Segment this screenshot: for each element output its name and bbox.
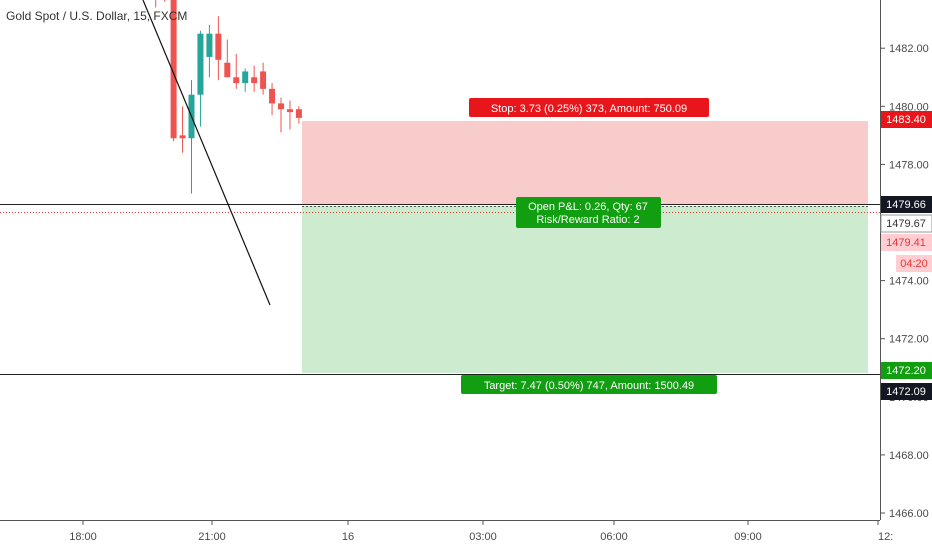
- target-label[interactable]: Target: 7.47 (0.50%) 747, Amount: 1500.4…: [461, 375, 717, 394]
- stop-price-tag: 1483.40: [881, 111, 932, 128]
- svg-text:1472.20: 1472.20: [886, 365, 926, 377]
- candle-body: [215, 33, 222, 60]
- y-tick-label: 1468.00: [889, 450, 929, 462]
- candle-body: [260, 71, 267, 89]
- pnl-label[interactable]: Open P&L: 0.26, Qty: 67 Risk/Reward Rati…: [516, 197, 661, 228]
- y-tick-label: 1472.00: [889, 334, 929, 346]
- svg-text:1483.40: 1483.40: [886, 114, 926, 126]
- lower-line-price-tag: 1472.09: [881, 383, 932, 400]
- candle-body: [233, 77, 240, 84]
- svg-text:1479.66: 1479.66: [886, 199, 926, 211]
- symbol-title: Gold Spot / U.S. Dollar, 15, FXCM: [6, 9, 187, 23]
- time-axis[interactable]: 18:00 21:00 16 03:00 06:00 09:00 12:: [0, 520, 893, 543]
- y-tick-label: 1466.00: [889, 508, 929, 520]
- svg-text:1479.41: 1479.41: [886, 237, 926, 249]
- svg-text:1472.09: 1472.09: [886, 386, 926, 398]
- candle-body: [269, 88, 276, 104]
- stop-label-text: Stop: 3.73 (0.25%) 373, Amount: 750.09: [491, 103, 687, 115]
- y-tick-labels: 1466.001468.001470.001472.001474.001476.…: [880, 43, 929, 520]
- horizontal-lines: [0, 204, 880, 375]
- candle-body: [251, 77, 258, 84]
- trend-line[interactable]: [142, 0, 271, 306]
- candle[interactable]: [251, 65, 258, 92]
- svg-text:1479.67: 1479.67: [886, 218, 926, 230]
- candle[interactable]: [197, 30, 204, 127]
- x-tick-labels: 18:00 21:00 16 03:00 06:00 09:00 12:: [69, 520, 893, 543]
- candle-body: [170, 0, 177, 139]
- svg-text:04:20: 04:20: [900, 258, 928, 270]
- candle-body: [295, 109, 302, 118]
- x-tick-label: 09:00: [734, 531, 762, 543]
- target-label-text: Target: 7.47 (0.50%) 747, Amount: 1500.4…: [484, 380, 694, 392]
- candle[interactable]: [278, 97, 284, 133]
- x-tick-label: 06:00: [600, 531, 628, 543]
- candle[interactable]: [224, 39, 231, 78]
- candle[interactable]: [242, 68, 249, 92]
- y-tick-label: 1480.00: [889, 101, 929, 113]
- last-price-tag: 1479.41: [881, 234, 932, 251]
- candle-body: [206, 33, 213, 57]
- x-tick-label: 21:00: [198, 531, 226, 543]
- stop-loss-zone[interactable]: [302, 121, 868, 205]
- candle[interactable]: [162, 0, 168, 2]
- x-tick-label: 12:: [878, 531, 893, 543]
- x-tick-label: 18:00: [69, 531, 97, 543]
- stop-label[interactable]: Stop: 3.73 (0.25%) 373, Amount: 750.09: [469, 98, 709, 117]
- candle[interactable]: [215, 16, 222, 81]
- x-tick-label: 03:00: [469, 531, 497, 543]
- countdown-tag: 04:20: [896, 255, 932, 272]
- candle[interactable]: [170, 0, 177, 142]
- candle[interactable]: [233, 54, 240, 89]
- candle[interactable]: [188, 80, 195, 194]
- candle[interactable]: [269, 83, 276, 116]
- candle[interactable]: [260, 62, 267, 95]
- candle[interactable]: [286, 100, 293, 130]
- y-tick-label: 1478.00: [889, 159, 929, 171]
- candle-body: [197, 33, 204, 95]
- chart-title[interactable]: Gold Spot / U.S. Dollar, 15, FXCM: [6, 9, 187, 23]
- target-price-tag: 1472.20: [881, 362, 932, 379]
- x-tick-label: 16: [342, 531, 354, 543]
- y-tick-label: 1474.00: [889, 276, 929, 288]
- candles: [153, 0, 302, 194]
- candle-body: [278, 103, 284, 110]
- open-pnl-text: Open P&L: 0.26, Qty: 67: [528, 201, 648, 213]
- risk-reward-text: Risk/Reward Ratio: 2: [536, 214, 639, 226]
- candle-body: [286, 109, 293, 113]
- candle[interactable]: [153, 0, 159, 8]
- candle-body: [179, 135, 186, 139]
- candle[interactable]: [179, 106, 186, 153]
- candle[interactable]: [206, 24, 213, 78]
- entry-price-tag: 1479.67: [880, 214, 932, 233]
- position-zones: [302, 121, 868, 373]
- line-price-tag: 1479.66: [881, 196, 932, 213]
- take-profit-zone[interactable]: [302, 206, 868, 373]
- y-tick-label: 1482.00: [889, 43, 929, 55]
- candle-body: [224, 62, 231, 78]
- candle-body: [242, 71, 249, 84]
- candle[interactable]: [295, 106, 302, 124]
